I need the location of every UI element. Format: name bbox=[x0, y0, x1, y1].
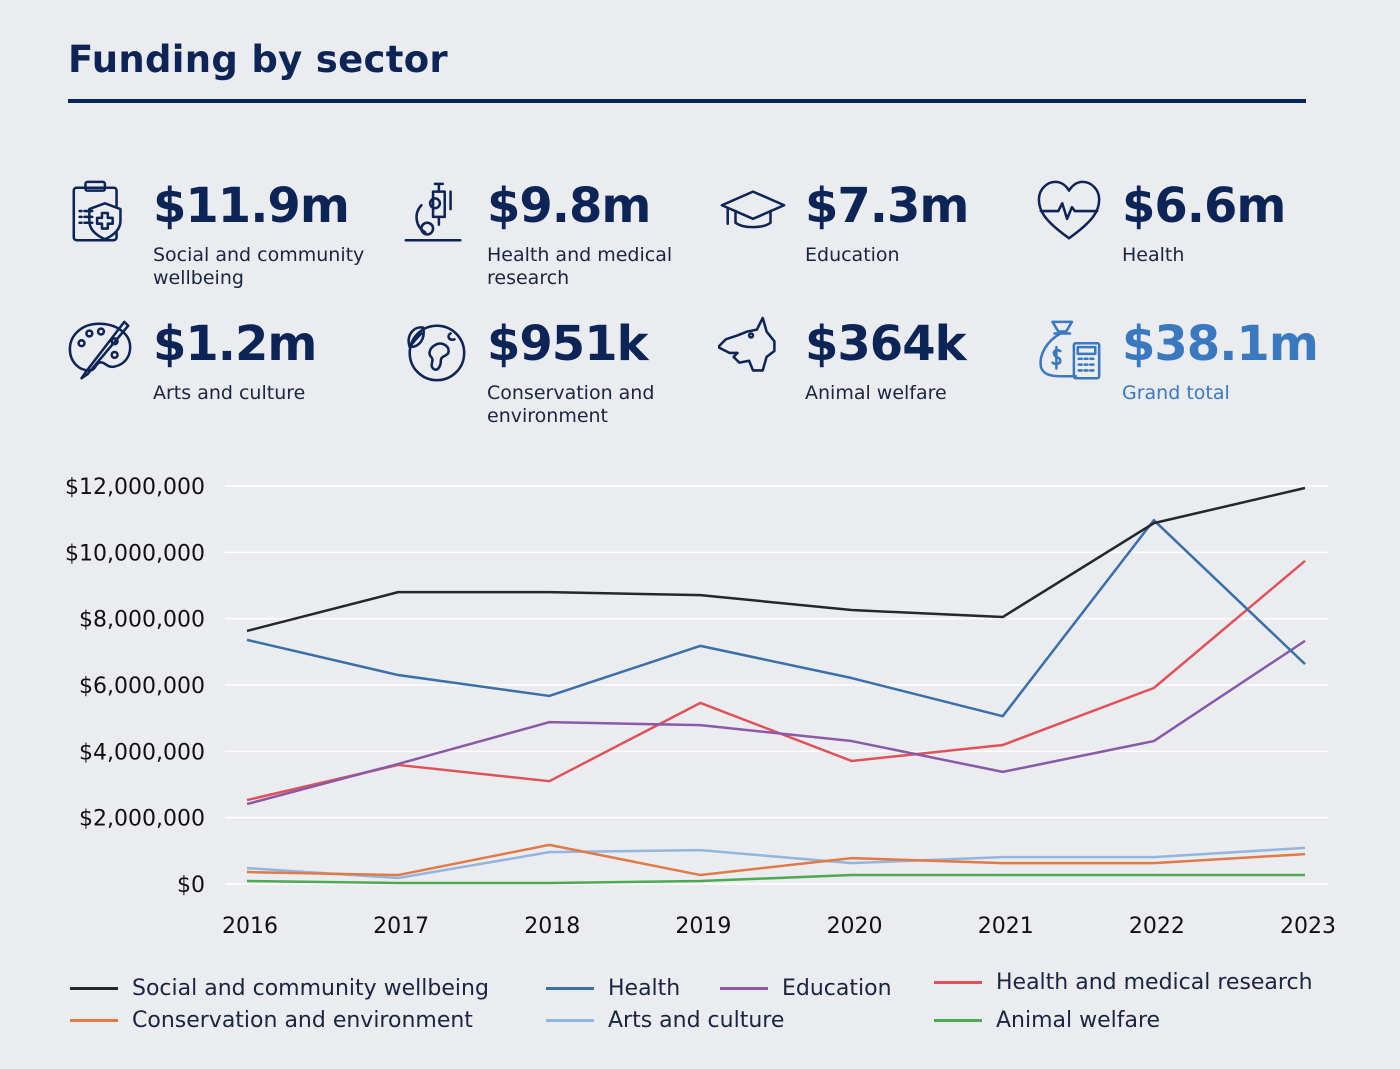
heart-pulse-icon bbox=[1037, 180, 1101, 240]
legend-item: Health and medical research bbox=[934, 970, 1313, 995]
x-tick-label: 2018 bbox=[524, 914, 580, 939]
legend-swatch bbox=[70, 987, 118, 990]
legend-swatch bbox=[70, 1019, 118, 1022]
legend-swatch bbox=[546, 1019, 594, 1022]
stat-value: $951k bbox=[487, 316, 649, 372]
legend-swatch bbox=[546, 987, 594, 990]
clipboard-shield-icon bbox=[72, 180, 122, 242]
stat-value: $1.2m bbox=[153, 316, 317, 372]
stat-education: $7.3m Education bbox=[718, 178, 1038, 298]
money-bag-calculator-icon bbox=[1039, 320, 1101, 380]
y-tick-label: $2,000,000 bbox=[79, 807, 205, 832]
legend-label: Health and medical research bbox=[996, 970, 1313, 995]
legend-label: Animal welfare bbox=[996, 1008, 1161, 1033]
series-line-health bbox=[246, 518, 1306, 718]
stat-value: $6.6m bbox=[1122, 178, 1286, 234]
x-tick-label: 2022 bbox=[1129, 914, 1185, 939]
stat-value: $11.9m bbox=[153, 178, 350, 234]
legend-label: Social and community wellbeing bbox=[132, 976, 489, 1001]
y-tick-label: $4,000,000 bbox=[79, 740, 205, 765]
x-tick-label: 2023 bbox=[1280, 914, 1336, 939]
stat-arts-and-culture: $1.2m Arts and culture bbox=[66, 316, 386, 436]
legend-item: Health bbox=[546, 976, 680, 1001]
stat-value: $38.1m bbox=[1122, 316, 1319, 372]
y-tick-label: $10,000,000 bbox=[65, 541, 205, 566]
y-tick-label: $8,000,000 bbox=[79, 608, 205, 633]
graduation-cap-icon bbox=[720, 190, 786, 229]
stat-label: Animal welfare bbox=[805, 382, 947, 404]
series-line-arts-and-culture bbox=[246, 846, 1306, 880]
legend-swatch bbox=[934, 1019, 982, 1022]
stat-value: $364k bbox=[805, 316, 967, 372]
y-tick-label: $6,000,000 bbox=[79, 674, 205, 699]
stat-health-and-medical-research: $9.8m Health and medical research bbox=[400, 178, 720, 298]
stat-value: $7.3m bbox=[805, 178, 969, 234]
stat-value: $9.8m bbox=[487, 178, 651, 234]
line-chart: $0 $2,000,000 $4,000,000 $6,000,000 $8,000,0… bbox=[65, 475, 1336, 939]
legend-item: Education bbox=[720, 976, 892, 1001]
legend-item: Social and community wellbeing bbox=[70, 976, 489, 1001]
series-line-health-and-medical-research bbox=[246, 559, 1306, 802]
microscope-icon bbox=[404, 182, 462, 242]
legend-label: Education bbox=[782, 976, 892, 1001]
legend-item: Arts and culture bbox=[546, 1008, 784, 1033]
chart-legend: Social and community wellbeing Health Educ… bbox=[70, 970, 1350, 1040]
stat-label: Health bbox=[1122, 244, 1185, 266]
legend-label: Arts and culture bbox=[608, 1008, 785, 1033]
x-tick-label: 2019 bbox=[675, 914, 731, 939]
title-divider bbox=[68, 99, 1306, 103]
series-line-social-and-community-wellbeing bbox=[246, 486, 1306, 633]
y-tick-label: $12,000,000 bbox=[65, 475, 205, 500]
dog-icon bbox=[718, 316, 776, 372]
stat-social-and-community-wellbeing: $11.9m Social and community wellbeing bbox=[66, 178, 386, 298]
y-tick-label: $0 bbox=[177, 873, 205, 898]
stat-conservation-and-environment: $951k Conservation and environment bbox=[400, 316, 720, 436]
legend-item: Animal welfare bbox=[934, 1008, 1160, 1033]
stat-health: $6.6m Health bbox=[1035, 178, 1355, 298]
stat-label: Education bbox=[805, 244, 900, 266]
stat-label: Grand total bbox=[1122, 382, 1230, 404]
stat-label: Conservation and environment bbox=[487, 382, 655, 427]
x-tick-label: 2020 bbox=[827, 914, 883, 939]
legend-label: Conservation and environment bbox=[132, 1008, 473, 1033]
series-line-animal-welfare bbox=[246, 873, 1305, 885]
legend-label: Health bbox=[608, 976, 681, 1001]
globe-leaf-icon bbox=[407, 324, 466, 382]
series-line-education bbox=[246, 639, 1306, 806]
stat-animal-welfare: $364k Animal welfare bbox=[718, 316, 1038, 436]
legend-swatch bbox=[934, 981, 982, 984]
page-title: Funding by sector bbox=[68, 38, 448, 81]
x-tick-label: 2021 bbox=[978, 914, 1034, 939]
stat-label: Social and community wellbeing bbox=[153, 244, 365, 289]
stat-grand-total: $38.1m Grand total bbox=[1035, 316, 1355, 436]
legend-swatch bbox=[720, 987, 768, 990]
stat-label: Health and medical research bbox=[487, 244, 673, 289]
x-tick-label: 2016 bbox=[222, 914, 278, 939]
x-tick-label: 2017 bbox=[373, 914, 429, 939]
stat-label: Arts and culture bbox=[153, 382, 306, 404]
legend-item: Conservation and environment bbox=[70, 1008, 473, 1033]
palette-icon bbox=[68, 320, 132, 380]
series-line-conservation-and-environment bbox=[246, 843, 1306, 877]
